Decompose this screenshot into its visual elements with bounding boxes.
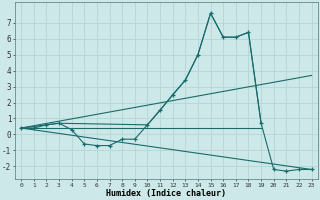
X-axis label: Humidex (Indice chaleur): Humidex (Indice chaleur) bbox=[106, 189, 226, 198]
